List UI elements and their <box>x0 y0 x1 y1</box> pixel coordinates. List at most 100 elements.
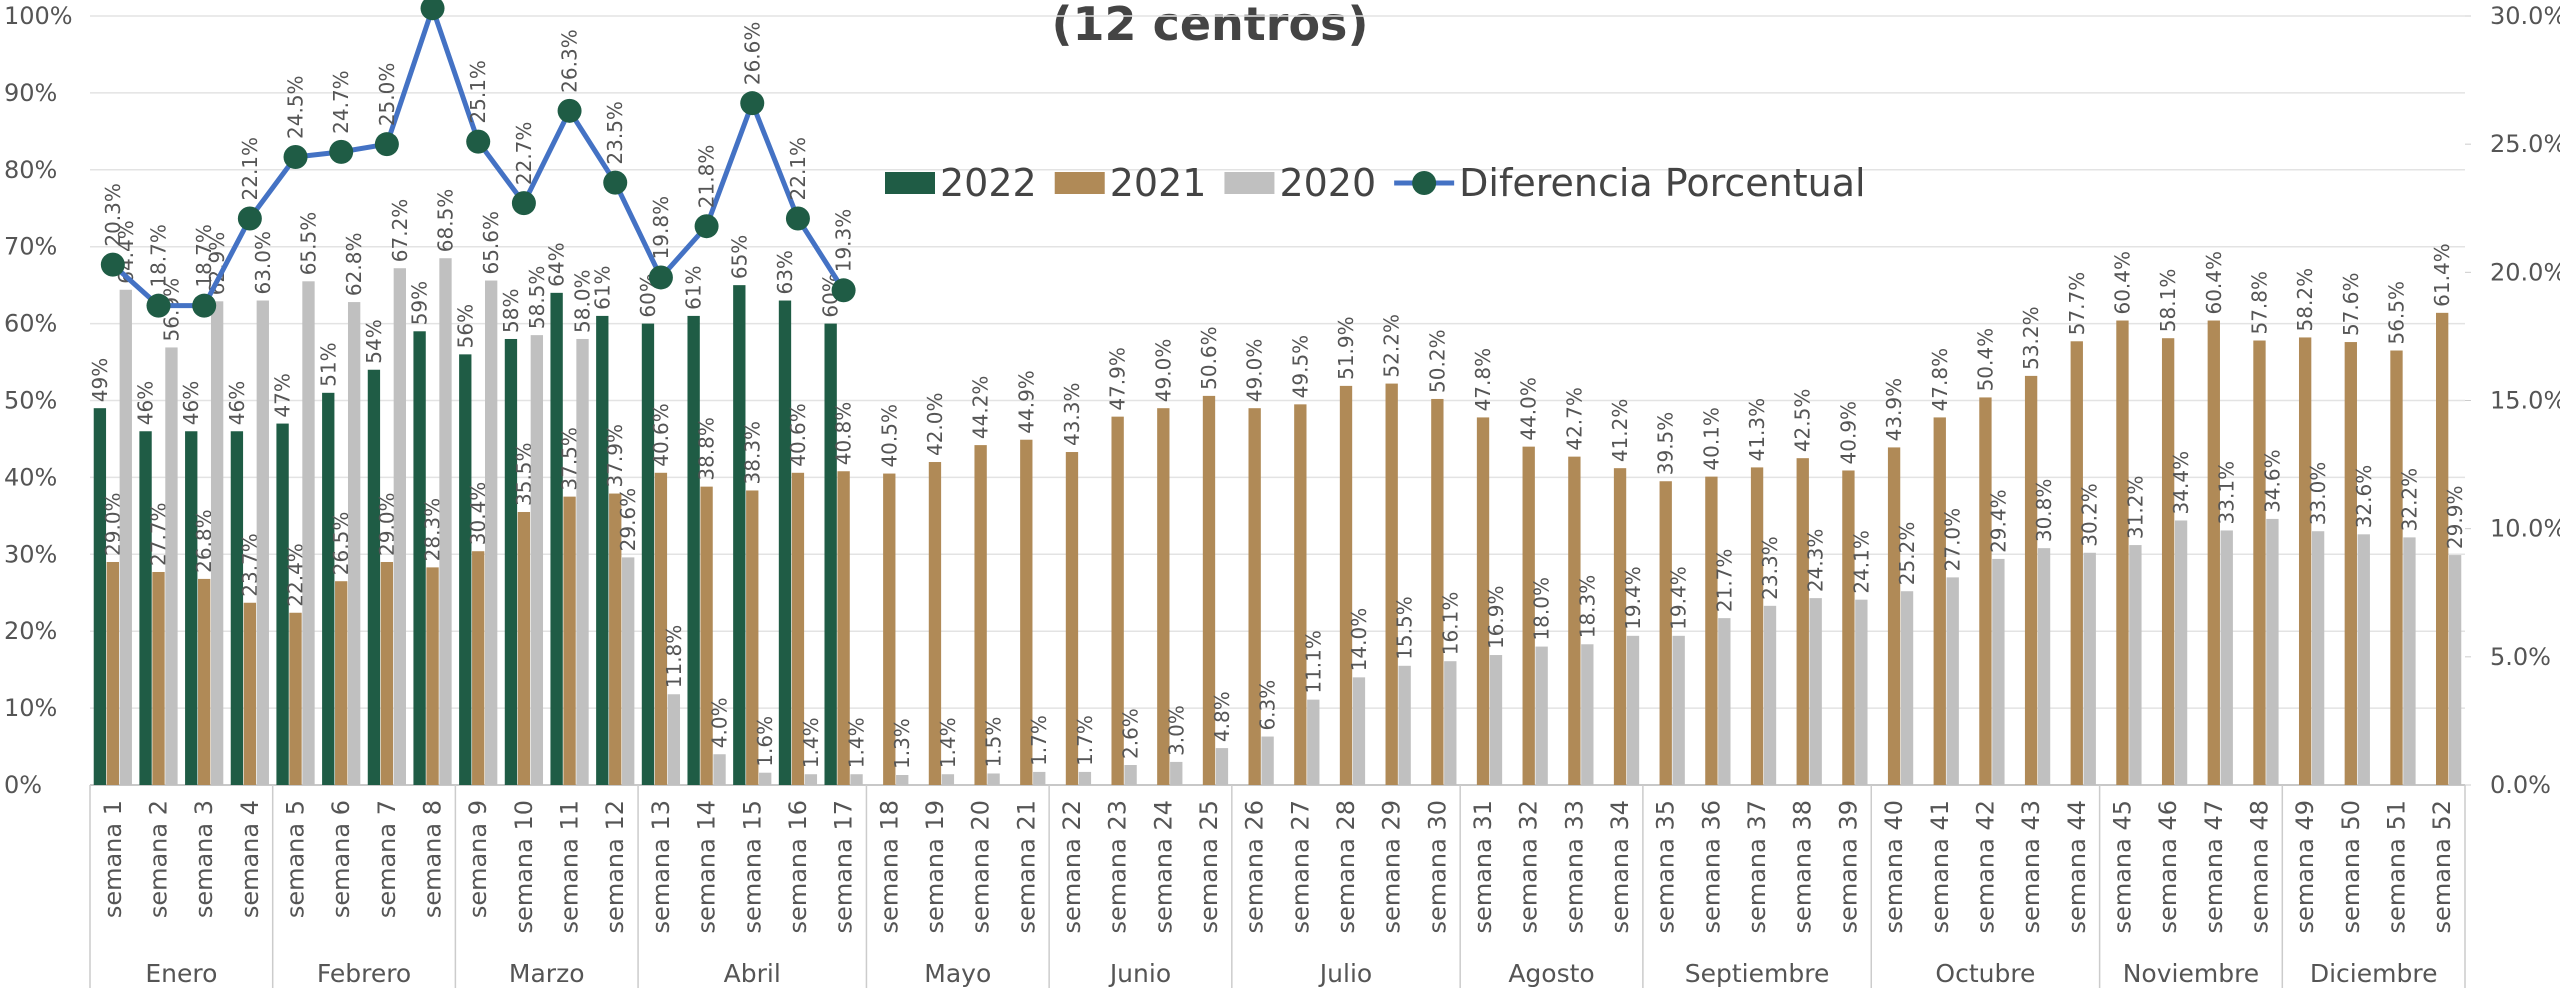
data-label: 16.1% <box>1438 592 1462 656</box>
bar <box>1157 408 1170 785</box>
data-label: 19.3% <box>832 209 856 273</box>
data-label: 57.8% <box>2247 271 2271 335</box>
data-label: 50.6% <box>1197 326 1221 390</box>
bar <box>1248 408 1261 785</box>
legend-label: 2021 <box>1110 161 1207 205</box>
data-label: 21.7% <box>1712 549 1736 613</box>
x-tick-label: semana 47 <box>2200 800 2228 933</box>
data-label: 49.5% <box>1288 335 1312 399</box>
bar <box>1385 383 1398 785</box>
bar <box>2390 350 2403 785</box>
legend-label: Diferencia Porcentual <box>1459 161 1865 205</box>
x-tick-label: semana 11 <box>556 800 584 933</box>
bar <box>1842 470 1855 785</box>
bar <box>2403 537 2416 785</box>
data-label: 18.7% <box>147 224 171 288</box>
y-tick-label: 0% <box>4 771 42 799</box>
line-marker <box>237 206 262 231</box>
bar <box>2083 552 2096 785</box>
x-tick-label: semana 52 <box>2428 800 2456 933</box>
bar <box>896 775 909 785</box>
bar <box>1522 446 1535 785</box>
line-marker <box>648 265 673 290</box>
data-label: 22.1% <box>238 137 262 201</box>
bar <box>504 338 518 785</box>
bar <box>622 557 635 785</box>
x-tick-label: semana 18 <box>875 800 903 933</box>
line-marker <box>740 91 765 116</box>
bar <box>2220 530 2233 785</box>
bar <box>1809 598 1822 785</box>
data-label: 29.6% <box>616 488 640 552</box>
line-marker <box>694 214 719 239</box>
data-label: 11.1% <box>1301 630 1325 694</box>
bar <box>759 772 772 785</box>
data-label: 47.9% <box>1106 347 1130 411</box>
bar <box>289 612 302 785</box>
data-label: 1.5% <box>982 717 1006 768</box>
bar <box>687 315 700 785</box>
bar <box>941 774 955 785</box>
data-label: 47% <box>271 373 295 417</box>
data-label: 27.0% <box>1941 508 1965 572</box>
x-tick-label: semana 22 <box>1058 800 1086 933</box>
y2-tick-label: 30.0% <box>2490 2 2560 30</box>
x-tick-label: semana 3 <box>190 800 218 918</box>
bar <box>1613 468 1627 785</box>
line-marker <box>785 206 810 231</box>
legend-swatch <box>1224 172 1275 194</box>
bar <box>1215 748 1229 785</box>
data-label: 38.8% <box>695 417 719 481</box>
chart-title: (12 centros) <box>1052 0 1369 51</box>
x-tick-label: semana 48 <box>2245 800 2273 933</box>
data-label: 20.3% <box>101 183 125 247</box>
bar <box>2024 375 2038 785</box>
data-label: 30.8% <box>2032 479 2056 543</box>
bar <box>1796 458 1809 785</box>
bar <box>1718 618 1731 785</box>
x-tick-label: semana 21 <box>1012 800 1040 933</box>
bar <box>1705 476 1718 785</box>
data-label: 52.2% <box>1380 314 1404 378</box>
data-label: 42.5% <box>1791 389 1815 453</box>
data-label: 32.6% <box>2352 465 2376 529</box>
data-label: 29.9% <box>2443 486 2467 550</box>
bar <box>987 773 1000 785</box>
data-label: 46% <box>179 381 203 425</box>
bar <box>1626 635 1640 785</box>
x-tick-label: semana 27 <box>1286 800 1314 933</box>
data-label: 65.5% <box>296 212 320 276</box>
bar <box>485 280 498 785</box>
bar <box>883 473 896 785</box>
data-label: 64% <box>545 242 569 286</box>
bar <box>1033 771 1046 785</box>
x-tick-label: semana 14 <box>693 800 721 933</box>
line-marker <box>420 0 445 21</box>
data-label: 58.1% <box>2156 269 2180 333</box>
bar <box>1672 635 1685 785</box>
data-label: 1.7% <box>1027 715 1051 766</box>
bar <box>210 301 224 785</box>
x-tick-label: semana 12 <box>601 800 629 933</box>
bar <box>2448 555 2462 785</box>
data-label: 18.3% <box>1575 575 1599 639</box>
data-label: 23.5% <box>603 101 627 165</box>
data-label: 24.1% <box>1849 530 1873 594</box>
bar <box>459 354 472 785</box>
line-marker <box>374 132 399 157</box>
bar <box>1933 417 1946 785</box>
line-marker <box>329 139 354 164</box>
data-label: 39.5% <box>1654 412 1678 476</box>
line-marker <box>100 252 125 277</box>
line-marker <box>603 170 628 195</box>
data-label: 23.3% <box>1758 536 1782 600</box>
bar <box>837 471 850 785</box>
x-tick-label: semana 44 <box>2063 800 2091 933</box>
data-label: 47.8% <box>1928 348 1952 412</box>
data-label: 51.9% <box>1334 316 1358 380</box>
bar <box>713 754 726 785</box>
data-label: 19.8% <box>649 196 673 260</box>
bar <box>230 431 244 785</box>
y-tick-label: 70% <box>4 233 57 261</box>
data-label: 54% <box>362 319 386 363</box>
